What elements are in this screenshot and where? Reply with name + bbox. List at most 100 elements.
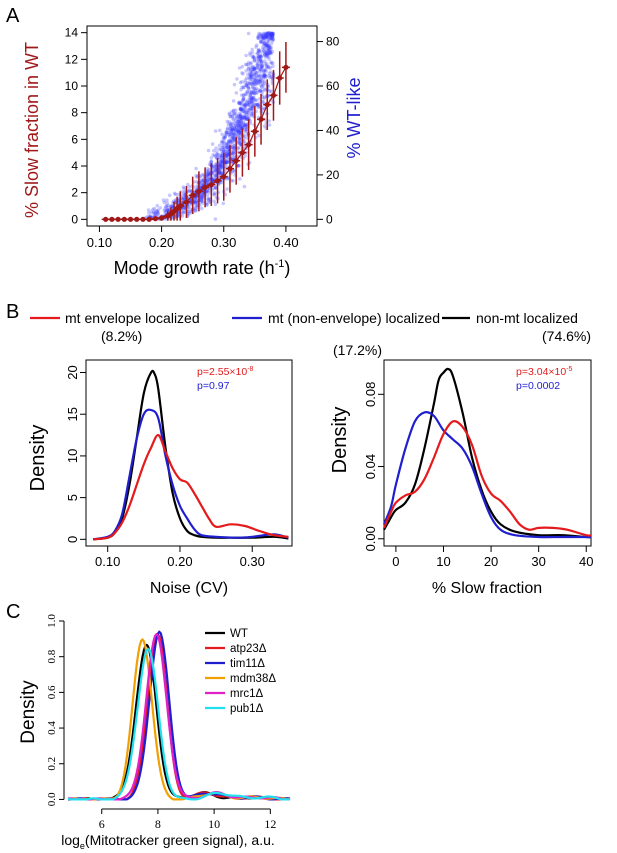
wt-like-point bbox=[213, 154, 218, 159]
wt-like-point bbox=[224, 154, 228, 159]
wt-like-point bbox=[238, 113, 243, 118]
wt-like-point bbox=[241, 103, 246, 108]
wt-like-point bbox=[207, 173, 211, 178]
y-tick-label: 12 bbox=[65, 52, 79, 66]
wt-like-point bbox=[223, 145, 227, 150]
wt-like-point bbox=[155, 203, 160, 208]
wt-like-point bbox=[261, 34, 265, 39]
wt-like-point bbox=[217, 160, 222, 165]
wt-like-point bbox=[262, 52, 267, 56]
wt-like-point bbox=[247, 103, 251, 107]
wt-like-point bbox=[259, 69, 263, 73]
wt-like-point bbox=[214, 146, 218, 150]
wt-like-point bbox=[219, 170, 224, 175]
wt-like-point bbox=[269, 89, 274, 94]
wt-like-point bbox=[262, 31, 266, 36]
wt-like-point bbox=[221, 201, 226, 206]
wt-like-point bbox=[245, 113, 249, 118]
wt-like-point bbox=[258, 80, 263, 84]
wt-like-point bbox=[218, 163, 222, 168]
y-tick-label: 0.0 bbox=[46, 792, 58, 806]
wt-like-point bbox=[237, 141, 242, 145]
wt-like-point bbox=[259, 67, 263, 72]
wt-like-point bbox=[239, 120, 243, 124]
wt-like-point bbox=[265, 43, 269, 48]
wt-like-point bbox=[231, 151, 236, 156]
wt-like-point bbox=[254, 81, 259, 86]
wt-like-point bbox=[231, 150, 235, 155]
x-tick-label: 10 bbox=[436, 554, 450, 569]
wt-like-point bbox=[267, 51, 271, 56]
wt-like-point bbox=[264, 51, 269, 56]
panel-label-b: B bbox=[6, 301, 19, 323]
wt-like-point bbox=[242, 109, 247, 114]
wt-like-point bbox=[243, 102, 247, 106]
wt-like-point bbox=[209, 159, 213, 164]
wt-like-point bbox=[240, 85, 244, 89]
wt-like-point bbox=[259, 85, 264, 89]
wt-like-point bbox=[244, 103, 248, 108]
wt-like-point bbox=[241, 72, 245, 76]
wt-like-point bbox=[237, 136, 241, 140]
wt-like-point bbox=[213, 162, 218, 167]
panel-a-xlabel-text: Mode growth rate (h bbox=[114, 258, 275, 278]
panel-a-x-ticks: 0.10 0.20 0.30 0.40 bbox=[87, 226, 299, 250]
wt-like-point bbox=[260, 36, 264, 41]
slow-fraction-point bbox=[196, 188, 202, 194]
wt-like-point bbox=[220, 158, 224, 163]
wt-like-point bbox=[239, 107, 244, 112]
wt-like-point bbox=[269, 33, 273, 38]
wt-like-point bbox=[262, 96, 266, 101]
wt-like-point bbox=[258, 62, 263, 66]
wt-like-point bbox=[225, 142, 229, 146]
wt-like-point bbox=[228, 134, 232, 139]
wt-like-point bbox=[269, 45, 273, 50]
panel-a-y2-ticks: 0 20 40 60 80 bbox=[317, 35, 340, 226]
wt-like-point bbox=[246, 103, 251, 108]
wt-like-point bbox=[225, 127, 230, 132]
wt-like-point bbox=[194, 200, 198, 205]
wt-like-point bbox=[258, 57, 263, 62]
wt-like-point bbox=[230, 110, 234, 114]
wt-like-point bbox=[227, 120, 231, 124]
wt-like-point bbox=[259, 33, 264, 38]
wt-like-point bbox=[194, 199, 199, 203]
wt-like-point bbox=[232, 121, 237, 125]
wt-like-point bbox=[231, 126, 235, 131]
wt-like-point bbox=[261, 34, 266, 38]
wt-like-point bbox=[244, 83, 248, 87]
wt-like-point bbox=[255, 63, 259, 67]
wt-like-point bbox=[229, 127, 234, 132]
wt-like-point bbox=[266, 66, 271, 70]
slow-fraction-point bbox=[183, 199, 190, 205]
legend-label-non-mt: non-mt localized bbox=[476, 310, 578, 326]
wt-like-point bbox=[235, 123, 240, 127]
wt-like-point bbox=[231, 108, 236, 113]
wt-like-point bbox=[243, 78, 248, 82]
wt-like-point bbox=[255, 102, 259, 107]
wt-like-point bbox=[232, 144, 237, 148]
wt-like-point bbox=[249, 96, 253, 100]
wt-like-point bbox=[254, 66, 258, 71]
wt-like-point bbox=[219, 141, 224, 145]
wt-like-point bbox=[221, 140, 225, 144]
wt-like-point bbox=[181, 197, 185, 202]
wt-like-point bbox=[261, 42, 266, 46]
wt-like-point bbox=[156, 211, 160, 215]
wt-like-point bbox=[231, 127, 236, 132]
wt-like-point bbox=[266, 39, 271, 43]
wt-like-point bbox=[246, 81, 251, 86]
noise-density-lines bbox=[93, 369, 289, 541]
wt-like-point bbox=[259, 65, 264, 69]
wt-like-point bbox=[220, 158, 224, 162]
panel-c-x-ticks: 6 8 10 12 bbox=[99, 808, 276, 831]
wt-like-point bbox=[263, 75, 267, 80]
wt-like-point bbox=[232, 146, 236, 151]
wt-like-point bbox=[236, 129, 240, 133]
wt-like-point bbox=[265, 31, 269, 36]
wt-like-point bbox=[237, 164, 241, 168]
wt-like-point bbox=[248, 72, 252, 77]
wt-like-point bbox=[262, 41, 267, 46]
panel-b-left-pvalue-blue: p=0.97 bbox=[197, 380, 230, 392]
wt-like-point bbox=[263, 61, 267, 66]
